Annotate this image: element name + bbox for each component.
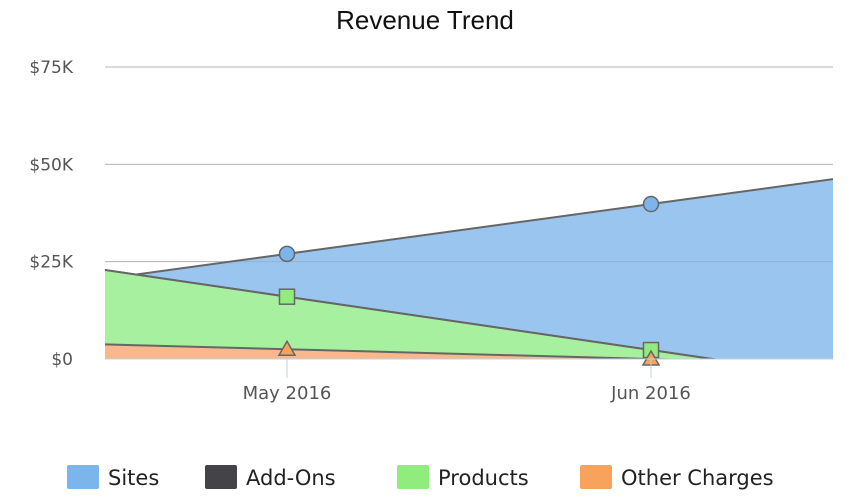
y-tick-label: $0 <box>51 350 73 370</box>
legend-item-add-ons[interactable]: Add-Ons <box>205 465 336 490</box>
legend-label: Products <box>438 466 529 490</box>
x-tick-label: May 2016 <box>243 383 332 404</box>
legend-swatch <box>67 465 99 489</box>
legend-label: Other Charges <box>621 466 774 490</box>
point-other-charges <box>277 339 297 357</box>
x-tick-label: Jun 2016 <box>610 383 691 404</box>
y-tick-label: $75K <box>29 58 73 78</box>
legend[interactable]: Sites Add-Ons Products Other Charges <box>67 465 774 490</box>
series-markers <box>277 195 661 366</box>
x-axis: May 2016 Jun 2016 <box>105 358 833 404</box>
legend-label: Sites <box>108 466 159 490</box>
point-products <box>278 288 296 305</box>
area-sites <box>105 179 833 359</box>
legend-swatch <box>580 465 612 489</box>
point-sites <box>642 195 660 213</box>
legend-item-products[interactable]: Products <box>397 465 529 490</box>
legend-item-other-charges[interactable]: Other Charges <box>580 465 774 490</box>
series-areas <box>105 178 833 359</box>
y-axis: $0 $25K $50K $75K <box>29 58 73 370</box>
y-tick-label: $25K <box>29 253 73 273</box>
legend-label: Add-Ons <box>246 466 336 490</box>
point-sites <box>278 245 296 263</box>
legend-swatch <box>397 465 429 489</box>
line-other-charges <box>105 343 689 359</box>
legend-item-sites[interactable]: Sites <box>67 465 159 490</box>
y-tick-label: $50K <box>29 155 73 175</box>
legend-swatch <box>205 465 237 489</box>
chart-title: Revenue Trend <box>336 5 514 35</box>
line-products <box>105 269 720 359</box>
